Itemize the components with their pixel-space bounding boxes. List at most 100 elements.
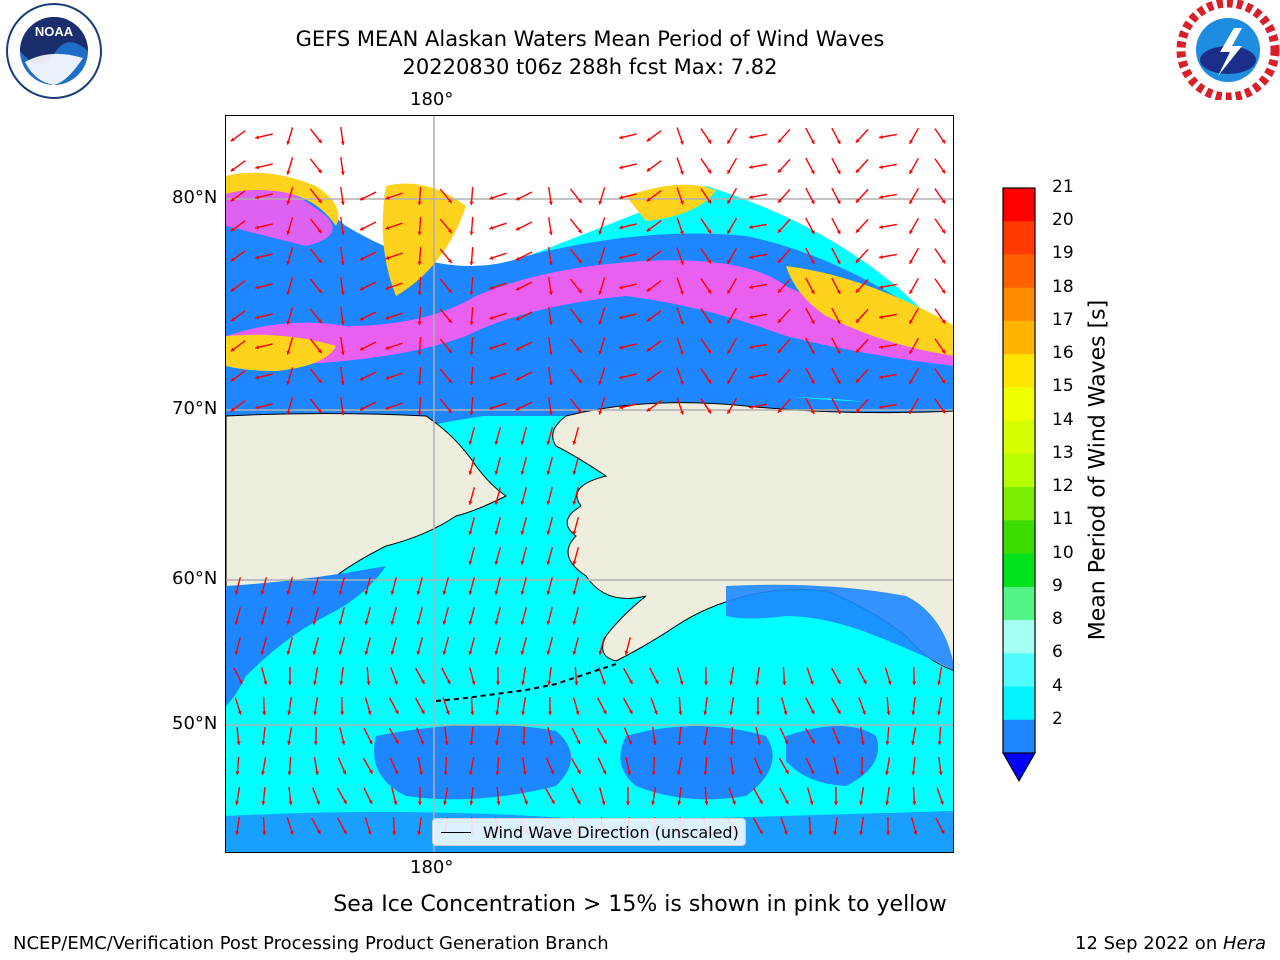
wind-wave-arrowhead — [859, 771, 864, 775]
wind-wave-arrowhead — [646, 407, 651, 412]
wind-wave-arrowhead — [515, 376, 520, 381]
wind-wave-arrowhead — [385, 345, 390, 350]
wind-wave-arrowhead — [653, 710, 658, 715]
gulf-of-alaska-shelf — [726, 584, 953, 670]
wind-wave-arrowhead — [255, 195, 260, 200]
wind-wave-arrowhead — [749, 194, 753, 200]
wind-wave-arrowhead — [941, 379, 946, 384]
wind-wave-arrowhead — [340, 711, 345, 715]
wind-wave-arrowhead — [758, 829, 763, 834]
wind-wave-arrowhead — [598, 230, 603, 235]
legend-line-swatch — [441, 832, 471, 833]
wind-wave-arrowhead — [314, 771, 319, 775]
wind-wave-arrowhead — [260, 620, 265, 625]
wind-wave-arrowhead — [654, 679, 659, 684]
wind-wave-arrowhead — [489, 405, 494, 410]
credit-text: NCEP/EMC/Verification Post Processing Pr… — [13, 933, 609, 954]
wind-wave-arrowhead — [651, 771, 656, 775]
wind-wave-arrowhead — [316, 800, 320, 805]
colorbar-tick-label: 12 — [1052, 476, 1074, 497]
wind-wave-arrowhead — [286, 230, 291, 235]
wind-wave-arrowhead — [679, 320, 684, 325]
wind-wave-arrowhead — [390, 620, 395, 625]
wind-wave-arrowhead — [810, 319, 815, 324]
wind-wave-arrowhead — [317, 169, 322, 174]
wind-wave-arrowhead — [909, 259, 914, 264]
date-text: 12 Sep 2022 on — [1075, 933, 1223, 954]
wind-wave-arrowhead — [836, 229, 841, 234]
wind-wave-arrowhead — [836, 169, 841, 174]
wind-wave-arrowhead — [550, 770, 555, 775]
lat-label-50: 50°N — [172, 713, 218, 734]
wind-wave-arrowhead — [288, 801, 293, 805]
wind-wave-arrowhead — [703, 711, 708, 715]
wind-wave-arrowhead — [810, 710, 815, 714]
wind-wave-arrowhead — [548, 381, 553, 385]
wind-wave-arrowhead — [835, 771, 840, 775]
wind-wave-arrowhead — [338, 650, 343, 655]
wind-wave-arrowhead — [445, 710, 450, 715]
wind-wave-arrowhead — [783, 710, 788, 715]
wind-wave-arrowhead — [442, 590, 447, 595]
wind-wave-arrowhead — [550, 799, 555, 804]
wind-wave-arrowhead — [619, 375, 624, 380]
wind-wave-arrowhead — [418, 771, 424, 775]
wind-wave-arrowhead — [727, 379, 732, 384]
colorbar-block — [1003, 387, 1035, 422]
wind-wave-arrowhead — [909, 139, 914, 144]
wind-wave-arrowhead — [515, 286, 520, 291]
wind-wave-arrowhead — [885, 771, 890, 775]
wind-wave-arrowhead — [855, 138, 860, 143]
wind-wave-arrowhead — [707, 349, 712, 354]
wind-wave-arrowhead — [546, 530, 551, 535]
wind-wave-arrowhead — [784, 799, 789, 804]
wind-wave-arrowhead — [707, 409, 712, 414]
wind-wave-arrowhead — [679, 380, 684, 385]
wind-wave-arrowhead — [727, 199, 732, 204]
wind-wave-arrowhead — [577, 199, 582, 204]
colorbar-block — [1003, 287, 1035, 322]
wind-wave-arrowhead — [625, 801, 631, 805]
wind-wave-arrowhead — [368, 740, 373, 745]
wind-wave-arrowhead — [448, 258, 452, 263]
wind-wave-arrowhead — [729, 711, 734, 715]
wind-wave-arrowhead — [879, 344, 883, 350]
wind-wave-arrowhead — [255, 285, 260, 290]
wind-wave-arrowhead — [941, 319, 946, 324]
wind-wave-arrowhead — [729, 741, 734, 745]
wind-wave-arrowhead — [704, 681, 709, 685]
wind-wave-arrowhead — [364, 590, 369, 595]
wind-wave-arrowhead — [286, 290, 291, 295]
wind-wave-arrowhead — [836, 289, 841, 294]
wind-wave-arrowhead — [340, 381, 345, 385]
wind-wave-arrowhead — [520, 440, 525, 445]
wind-wave-arrowhead — [909, 169, 914, 174]
wind-wave-arrowhead — [731, 800, 736, 805]
wind-wave-arrowhead — [287, 741, 292, 745]
wind-wave-arrowhead — [777, 138, 782, 143]
wind-wave-arrowhead — [598, 410, 603, 415]
colorbar-tick-label: 18 — [1052, 276, 1074, 297]
wind-wave-arrowhead — [646, 257, 651, 262]
colorbar-title: Mean Period of Wind Waves [s] — [1085, 299, 1111, 641]
wind-wave-arrowhead — [317, 199, 322, 204]
wind-wave-arrowhead — [879, 374, 883, 380]
wind-wave-arrowhead — [230, 257, 235, 262]
wind-wave-arrowhead — [417, 351, 422, 355]
map-panel — [225, 115, 954, 853]
wind-wave-arrowhead — [520, 530, 525, 535]
colorbar-block — [1003, 354, 1035, 388]
wind-wave-arrowhead — [727, 169, 732, 174]
wind-wave-arrowhead — [342, 770, 347, 775]
wind-wave-arrowhead — [448, 348, 452, 353]
wind-wave-arrowhead — [879, 224, 883, 230]
wind-wave-arrowhead — [707, 139, 712, 144]
wind-wave-arrowhead — [287, 771, 292, 775]
wind-wave-arrowhead — [230, 317, 235, 322]
wind-wave-arrowhead — [937, 741, 942, 745]
wind-wave-arrowhead — [262, 711, 267, 715]
machine-name: Hera — [1222, 933, 1266, 954]
wind-wave-arrowhead — [727, 319, 732, 324]
sea-ice-pink — [226, 260, 953, 366]
wind-wave-arrowhead — [577, 319, 582, 324]
